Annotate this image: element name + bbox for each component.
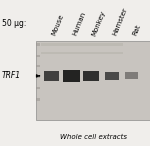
Text: TRF1: TRF1 (2, 71, 21, 80)
Bar (40, 43, 123, 46)
Bar (36, 87, 40, 89)
Text: Whole cell extracts: Whole cell extracts (60, 134, 126, 140)
Text: Mouse: Mouse (51, 13, 65, 36)
Bar (36, 41, 150, 120)
Bar (105, 72, 119, 80)
Bar (83, 71, 99, 81)
Text: Monkey: Monkey (91, 9, 106, 36)
Bar (36, 43, 40, 46)
Bar (36, 98, 40, 101)
Text: Rat: Rat (131, 24, 141, 36)
Text: Hamster: Hamster (112, 7, 128, 36)
Bar (36, 75, 40, 78)
Text: Human: Human (71, 11, 86, 36)
Bar (125, 72, 138, 79)
Bar (40, 52, 123, 54)
Bar (36, 65, 40, 67)
Text: 50 µg:: 50 µg: (2, 19, 26, 28)
Bar (44, 71, 59, 81)
Bar (36, 55, 40, 57)
Bar (63, 70, 80, 82)
